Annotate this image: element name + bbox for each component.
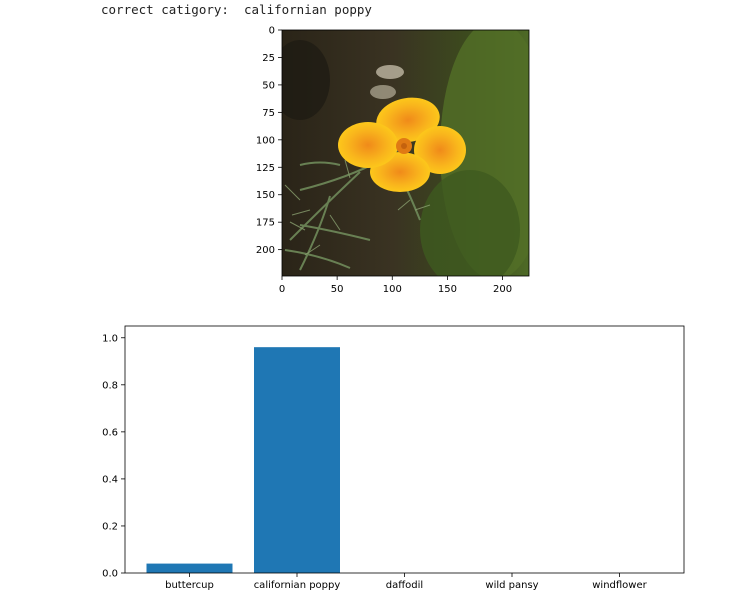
image-y-tick-label: 200 — [256, 245, 275, 256]
chart-x-axis: buttercup californian poppy daffodil wild p… — [165, 573, 648, 591]
image-y-tick-label: 150 — [256, 190, 275, 201]
chart-y-tick-label: 0.4 — [102, 474, 118, 485]
bar-buttercup — [146, 563, 233, 573]
image-y-tick-label: 75 — [262, 108, 275, 119]
chart-y-tick-label: 0.2 — [102, 521, 118, 532]
image-x-tick-label: 200 — [493, 284, 512, 295]
bar-californian-poppy — [254, 347, 340, 573]
chart-frame — [124, 325, 685, 574]
image-y-axis: 0 25 50 75 100 125 150 175 200 — [256, 26, 282, 256]
image-x-tick-label: 100 — [383, 284, 402, 295]
chart-x-tick-label: daffodil — [386, 580, 423, 591]
image-y-tick-label: 25 — [262, 53, 275, 64]
image-y-tick-label: 0 — [269, 26, 275, 37]
chart-y-tick-label: 0.8 — [102, 380, 118, 391]
chart-y-tick-label: 1.0 — [102, 333, 118, 344]
chart-y-axis: 0.0 0.2 0.4 0.6 0.8 1.0 — [102, 333, 125, 580]
image-x-axis: 0 50 100 150 200 — [279, 276, 512, 295]
flower-image — [282, 30, 529, 276]
image-y-tick-label: 50 — [262, 80, 275, 91]
chart-y-tick-label: 0.0 — [102, 569, 118, 580]
chart-x-tick-label: wild pansy — [485, 580, 538, 591]
chart-x-tick-label: buttercup — [165, 580, 214, 591]
caption: correct catigory: californian poppy — [101, 2, 372, 17]
image-y-tick-label: 125 — [256, 163, 275, 174]
chart-x-tick-label: californian poppy — [254, 580, 341, 591]
chart-x-tick-label: windflower — [592, 580, 647, 591]
poppy-flower — [338, 97, 466, 192]
caption-label: correct catigory: — [101, 2, 229, 17]
image-x-tick-label: 0 — [279, 284, 285, 295]
image-x-tick-label: 50 — [331, 284, 344, 295]
caption-value: californian poppy — [244, 2, 372, 17]
image-x-tick-label: 150 — [438, 284, 457, 295]
chart-y-tick-label: 0.6 — [102, 427, 118, 438]
probability-bar-chart: 0.0 0.2 0.4 0.6 0.8 1.0 buttercup californian … — [102, 325, 685, 591]
image-y-tick-label: 175 — [256, 218, 275, 229]
image-y-tick-label: 100 — [256, 135, 275, 146]
